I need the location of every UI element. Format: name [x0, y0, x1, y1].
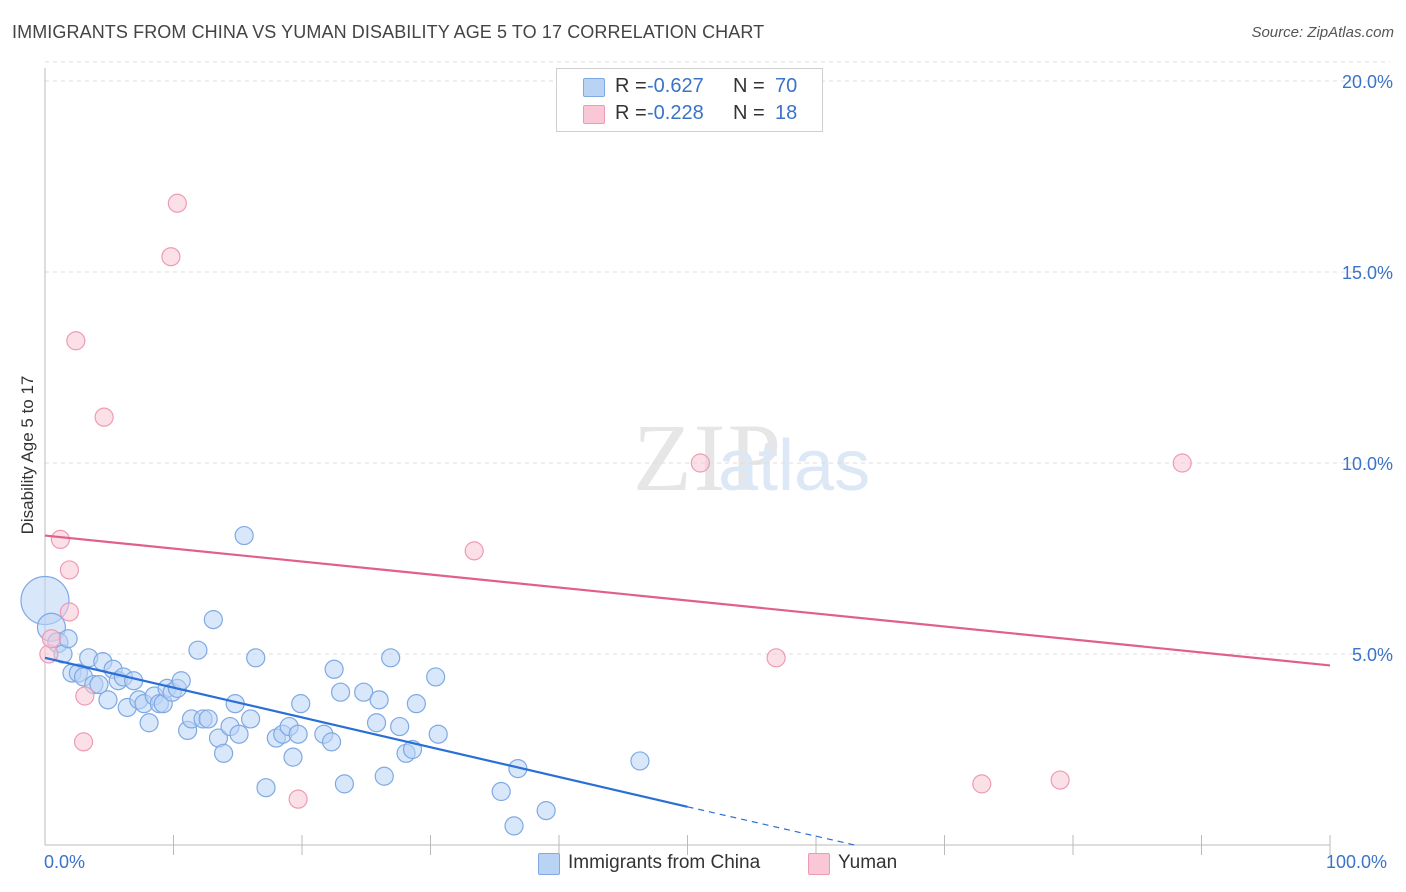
china-point — [324, 659, 344, 679]
china-point — [330, 682, 351, 702]
china-point — [203, 610, 223, 630]
china-point — [504, 816, 524, 836]
china-point — [246, 648, 266, 668]
yuman-point — [66, 331, 86, 351]
china-point — [214, 743, 234, 763]
legend-swatch-china — [538, 853, 560, 875]
yuman-point — [464, 541, 484, 561]
china-point — [89, 674, 109, 695]
china-point — [374, 766, 394, 786]
yuman-point — [59, 602, 80, 622]
china-point — [426, 667, 446, 687]
yuman-point — [75, 686, 95, 706]
china-point — [229, 724, 249, 744]
legend-swatch-yuman — [808, 853, 830, 875]
china-point — [366, 713, 387, 733]
china-point — [381, 648, 401, 668]
china-trend-line — [44, 656, 688, 808]
china-point — [491, 781, 511, 802]
yuman-trend-line — [44, 534, 1331, 667]
stats-n-label: N = — [733, 75, 765, 97]
stats-r-value: -0.627 — [647, 75, 704, 97]
legend-label-yuman: Yuman — [838, 852, 898, 873]
yuman-point — [167, 193, 187, 213]
chart-title: IMMIGRANTS FROM CHINA VS YUMAN DISABILIT… — [12, 22, 765, 42]
china-point — [334, 774, 355, 794]
yuman-point — [288, 789, 308, 809]
yuman-point — [41, 629, 62, 649]
yuman-point — [50, 529, 71, 550]
yuman-point — [690, 453, 710, 473]
china-point — [288, 724, 308, 744]
china-point — [139, 713, 159, 733]
yuman-point — [1050, 770, 1070, 790]
stats-swatch-yuman — [583, 105, 605, 124]
stats-swatch-china — [583, 78, 605, 97]
stats-r-label: R = — [615, 102, 647, 124]
yuman-point — [766, 648, 786, 668]
legend-label-china: Immigrants from China — [568, 852, 761, 873]
yuman-point — [94, 407, 114, 427]
stats-n-value: 18 — [775, 102, 798, 124]
china-point — [321, 732, 342, 752]
stats-n-value: 70 — [775, 75, 798, 97]
china-point — [390, 716, 410, 737]
china-point — [241, 709, 261, 729]
yuman-point — [73, 732, 94, 752]
yuman-point — [59, 560, 80, 580]
stats-box: R = -0.627 N = 70 R = -0.228 N = 18 — [556, 68, 823, 132]
china-point — [536, 801, 556, 821]
china-point — [188, 640, 208, 660]
china-point — [428, 724, 448, 744]
china-point — [198, 709, 218, 729]
y-axis-label: Disability Age 5 to 17 — [18, 375, 37, 535]
x-tick-min: 0.0% — [44, 852, 86, 872]
china-point — [234, 525, 254, 546]
y-tick-label: 10.0% — [1342, 454, 1393, 474]
china-trend-extension — [687, 806, 855, 846]
china-point — [369, 690, 389, 710]
china-point — [291, 694, 311, 714]
china-point — [58, 629, 78, 649]
china-point — [354, 682, 374, 702]
china-point — [283, 747, 303, 767]
yuman-point — [161, 247, 181, 267]
legend: Immigrants from China Yuman — [0, 851, 1406, 879]
source-label: Source: ZipAtlas.com — [1251, 24, 1394, 41]
china-point — [98, 690, 118, 710]
x-tick-max: 100.0% — [1326, 852, 1388, 872]
china-point — [406, 694, 426, 714]
yuman-point — [972, 774, 992, 794]
y-tick-label: 15.0% — [1342, 263, 1393, 283]
yuman-point — [1172, 453, 1192, 473]
china-point — [256, 778, 276, 798]
stats-r-label: R = — [615, 75, 647, 97]
stats-n-label: N = — [733, 102, 765, 124]
stats-r-value: -0.228 — [647, 102, 704, 124]
y-tick-label: 5.0% — [1352, 645, 1393, 665]
watermark-atlas: atlas — [718, 426, 870, 506]
y-tick-label: 20.0% — [1342, 72, 1393, 92]
china-point — [630, 751, 650, 771]
